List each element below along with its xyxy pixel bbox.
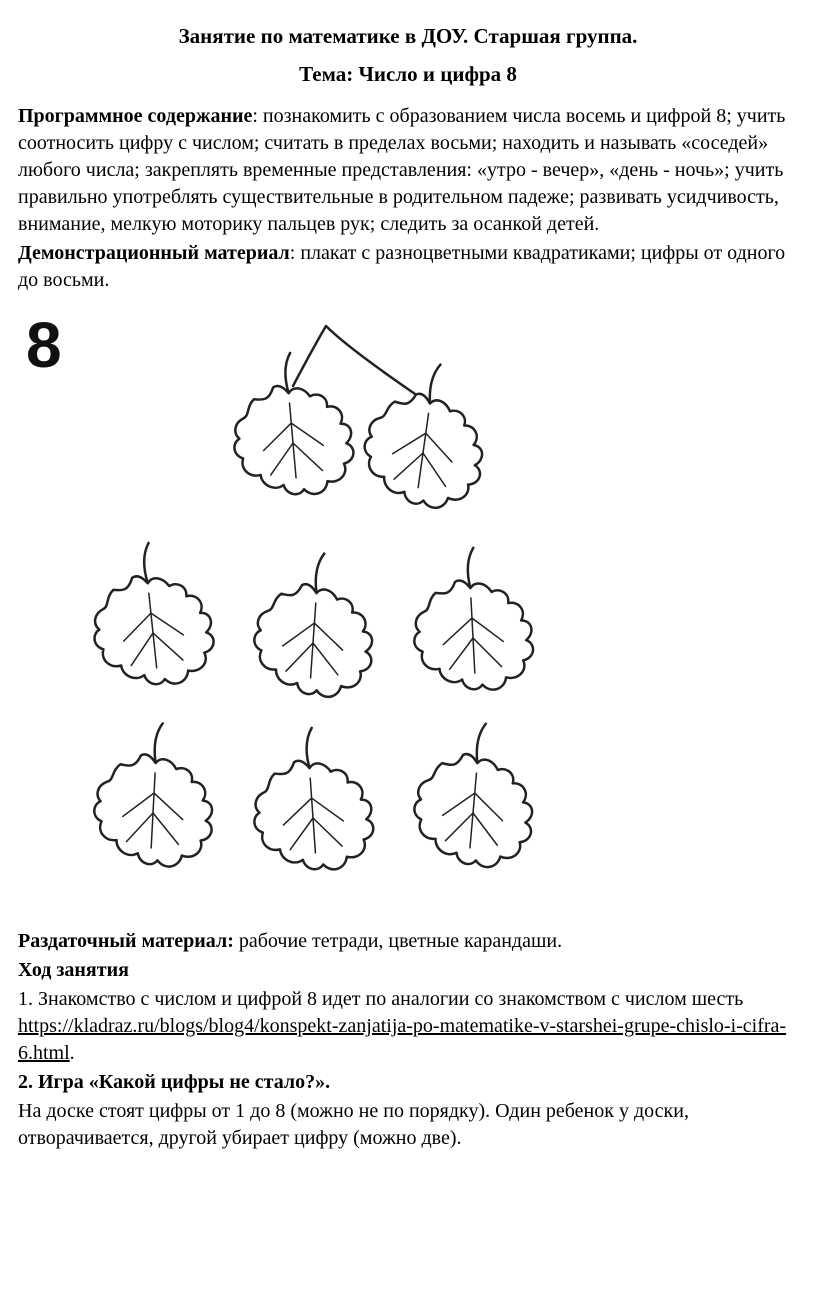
step-1-paragraph: 1. Знакомство с числом и цифрой 8 идет п… xyxy=(18,986,798,1067)
handout-label: Раздаточный материал: xyxy=(18,930,234,952)
leaves-figure: 8 xyxy=(18,308,598,908)
step-2-heading: 2. Игра «Какой цифры не стало?». xyxy=(18,1069,798,1096)
leaves-svg xyxy=(18,308,598,908)
step-2-text: На доске стоят цифры от 1 до 8 (можно не… xyxy=(18,1098,798,1152)
step-1-link[interactable]: https://kladraz.ru/blogs/blog4/konspekt-… xyxy=(18,1015,786,1064)
demo-material-paragraph: Демонстрационный материал: плакат с разн… xyxy=(18,240,798,294)
demo-material-label: Демонстрационный материал xyxy=(18,242,290,264)
step-1-intro: 1. Знакомство с числом и цифрой 8 идет п… xyxy=(18,988,743,1010)
handout-text: рабочие тетради, цветные карандаши. xyxy=(234,930,562,952)
lesson-flow-label: Ход занятия xyxy=(18,959,129,981)
step-2-label: 2. Игра «Какой цифры не стало?». xyxy=(18,1071,330,1093)
page-title-2: Тема: Число и цифра 8 xyxy=(18,60,798,88)
lesson-flow-heading: Ход занятия xyxy=(18,957,798,984)
page-title-1: Занятие по математике в ДОУ. Старшая гру… xyxy=(18,22,798,50)
step-1-after: . xyxy=(70,1042,75,1064)
program-content-paragraph: Программное содержание: познакомить с об… xyxy=(18,103,798,238)
program-content-label: Программное содержание xyxy=(18,105,252,127)
handout-paragraph: Раздаточный материал: рабочие тетради, ц… xyxy=(18,928,798,955)
